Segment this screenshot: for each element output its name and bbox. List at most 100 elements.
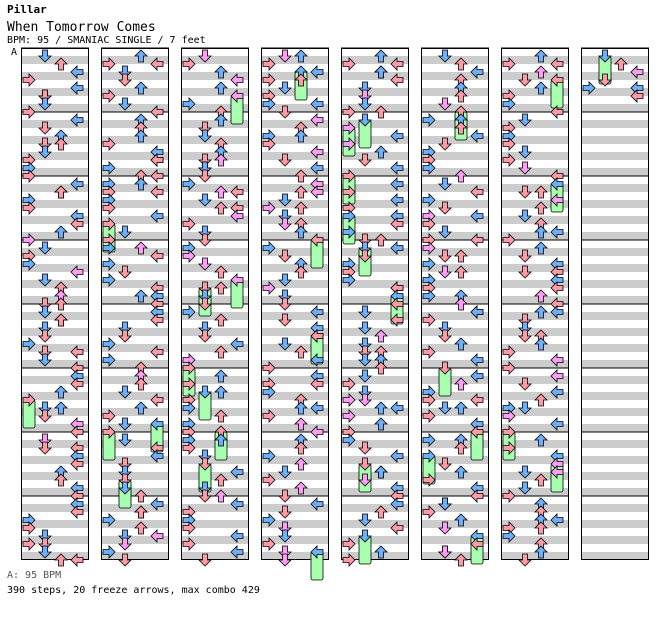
step-arrow [390,161,404,175]
step-arrow [150,209,164,223]
step-arrow [294,129,308,143]
step-arrow [342,553,356,567]
step-arrow [262,57,276,71]
step-arrow [278,273,292,287]
step-arrow [518,321,532,335]
step-arrow [214,281,228,295]
step-arrow [550,225,564,239]
step-arrow [278,553,292,567]
step-arrow [38,545,52,559]
step-arrow [502,137,516,151]
step-arrow [358,249,372,263]
step-arrow [230,73,244,87]
step-arrow [134,49,148,63]
step-arrow [358,113,372,127]
step-arrow [70,265,84,279]
step-arrow [374,417,388,431]
step-arrow [358,153,372,167]
step-arrow [342,121,356,135]
step-arrow [134,81,148,95]
chart-stats: 390 steps, 20 freeze arrows, max combo 4… [7,585,260,596]
step-arrow [310,425,324,439]
step-arrow [278,313,292,327]
step-arrow [470,65,484,79]
step-arrow [518,265,532,279]
step-arrow [198,225,212,239]
step-arrow [518,313,532,327]
step-arrow [54,297,68,311]
step-arrow [214,201,228,215]
step-arrow [390,193,404,207]
bpm-legend: A: 95 BPM [7,570,62,581]
step-arrow [134,377,148,391]
chart-meta: BPM: 95 / SMANIAC SINGLE / 7 feet [7,35,206,46]
step-arrow [22,73,36,87]
step-arrow [182,537,196,551]
step-arrow [278,529,292,543]
step-arrow [422,241,436,255]
step-arrow [470,233,484,247]
step-arrow [438,97,452,111]
step-arrow [70,65,84,79]
step-arrow [422,449,436,463]
step-arrow [518,185,532,199]
step-arrow [22,201,36,215]
step-arrow [518,73,532,87]
step-arrow [342,225,356,239]
step-arrow [342,137,356,151]
chart-column [421,47,489,567]
step-arrow [422,345,436,359]
step-arrow [502,345,516,359]
step-arrow [534,473,548,487]
step-arrow [198,153,212,167]
step-arrow [118,417,132,431]
step-arrow [438,137,452,151]
step-arrow [534,305,548,319]
step-arrow [70,505,84,519]
step-arrow [422,409,436,423]
step-arrow [22,169,36,183]
step-arrow [342,57,356,71]
step-arrow [182,377,196,391]
step-arrow [534,225,548,239]
step-arrow [422,161,436,175]
step-arrow [230,465,244,479]
step-arrow [342,169,356,183]
step-arrow [38,121,52,135]
step-arrow [502,489,516,503]
step-arrow [262,73,276,87]
step-arrow [230,273,244,287]
step-arrow [438,321,452,335]
step-arrow [198,49,212,63]
step-arrow [150,105,164,119]
chart-column [501,47,569,567]
step-arrow [422,289,436,303]
step-arrow [102,337,116,351]
step-arrow [438,177,452,191]
step-arrow [470,353,484,367]
step-arrow [630,89,644,103]
step-arrow [150,529,164,543]
step-arrow [310,65,324,79]
song-title: When Tomorrow Comes [7,20,156,35]
step-arrow [614,57,628,71]
chart-column [101,47,169,567]
step-arrow [342,273,356,287]
step-arrow [198,289,212,303]
step-arrow [310,233,324,247]
step-arrow [278,81,292,95]
step-arrow [102,57,116,71]
step-arrow [470,369,484,383]
step-arrow [150,249,164,263]
step-arrow [470,537,484,551]
step-arrow [118,265,132,279]
step-arrow [182,249,196,263]
step-arrow [422,193,436,207]
step-arrow [358,337,372,351]
step-arrow [150,57,164,71]
step-arrow [70,425,84,439]
step-arrow [518,249,532,263]
step-arrow [102,513,116,527]
step-arrow [358,441,372,455]
